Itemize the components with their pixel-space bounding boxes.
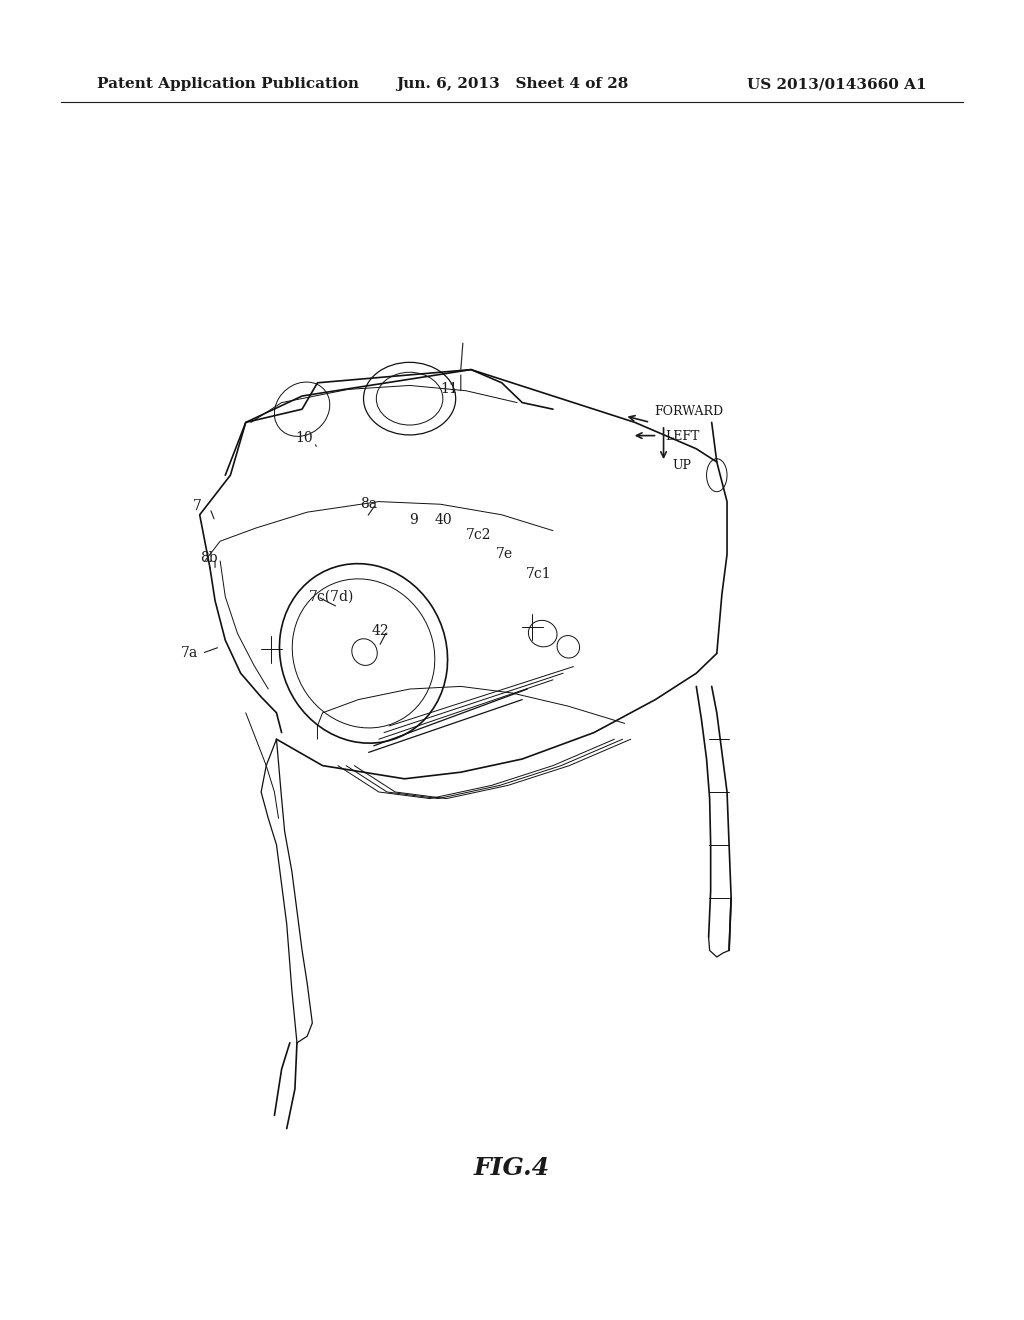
Text: 9: 9 (410, 513, 419, 527)
Text: US 2013/0143660 A1: US 2013/0143660 A1 (748, 78, 927, 91)
Text: 8a: 8a (360, 498, 378, 511)
Text: 7a: 7a (181, 647, 199, 660)
Text: 10: 10 (295, 432, 312, 445)
Text: Jun. 6, 2013   Sheet 4 of 28: Jun. 6, 2013 Sheet 4 of 28 (396, 78, 628, 91)
Text: 8b: 8b (200, 552, 217, 565)
Text: FORWARD: FORWARD (654, 405, 724, 418)
Text: 11: 11 (440, 383, 458, 396)
Text: LEFT: LEFT (666, 430, 700, 444)
Text: 7: 7 (193, 499, 202, 512)
Text: 7e: 7e (496, 548, 513, 561)
Text: 7c(7d): 7c(7d) (309, 590, 354, 603)
Text: 40: 40 (434, 513, 452, 527)
Text: UP: UP (673, 459, 692, 473)
Text: FIG.4: FIG.4 (474, 1156, 550, 1180)
Text: 42: 42 (372, 624, 389, 638)
Text: 7c2: 7c2 (466, 528, 492, 541)
Text: 7c1: 7c1 (526, 568, 552, 581)
Text: Patent Application Publication: Patent Application Publication (97, 78, 359, 91)
